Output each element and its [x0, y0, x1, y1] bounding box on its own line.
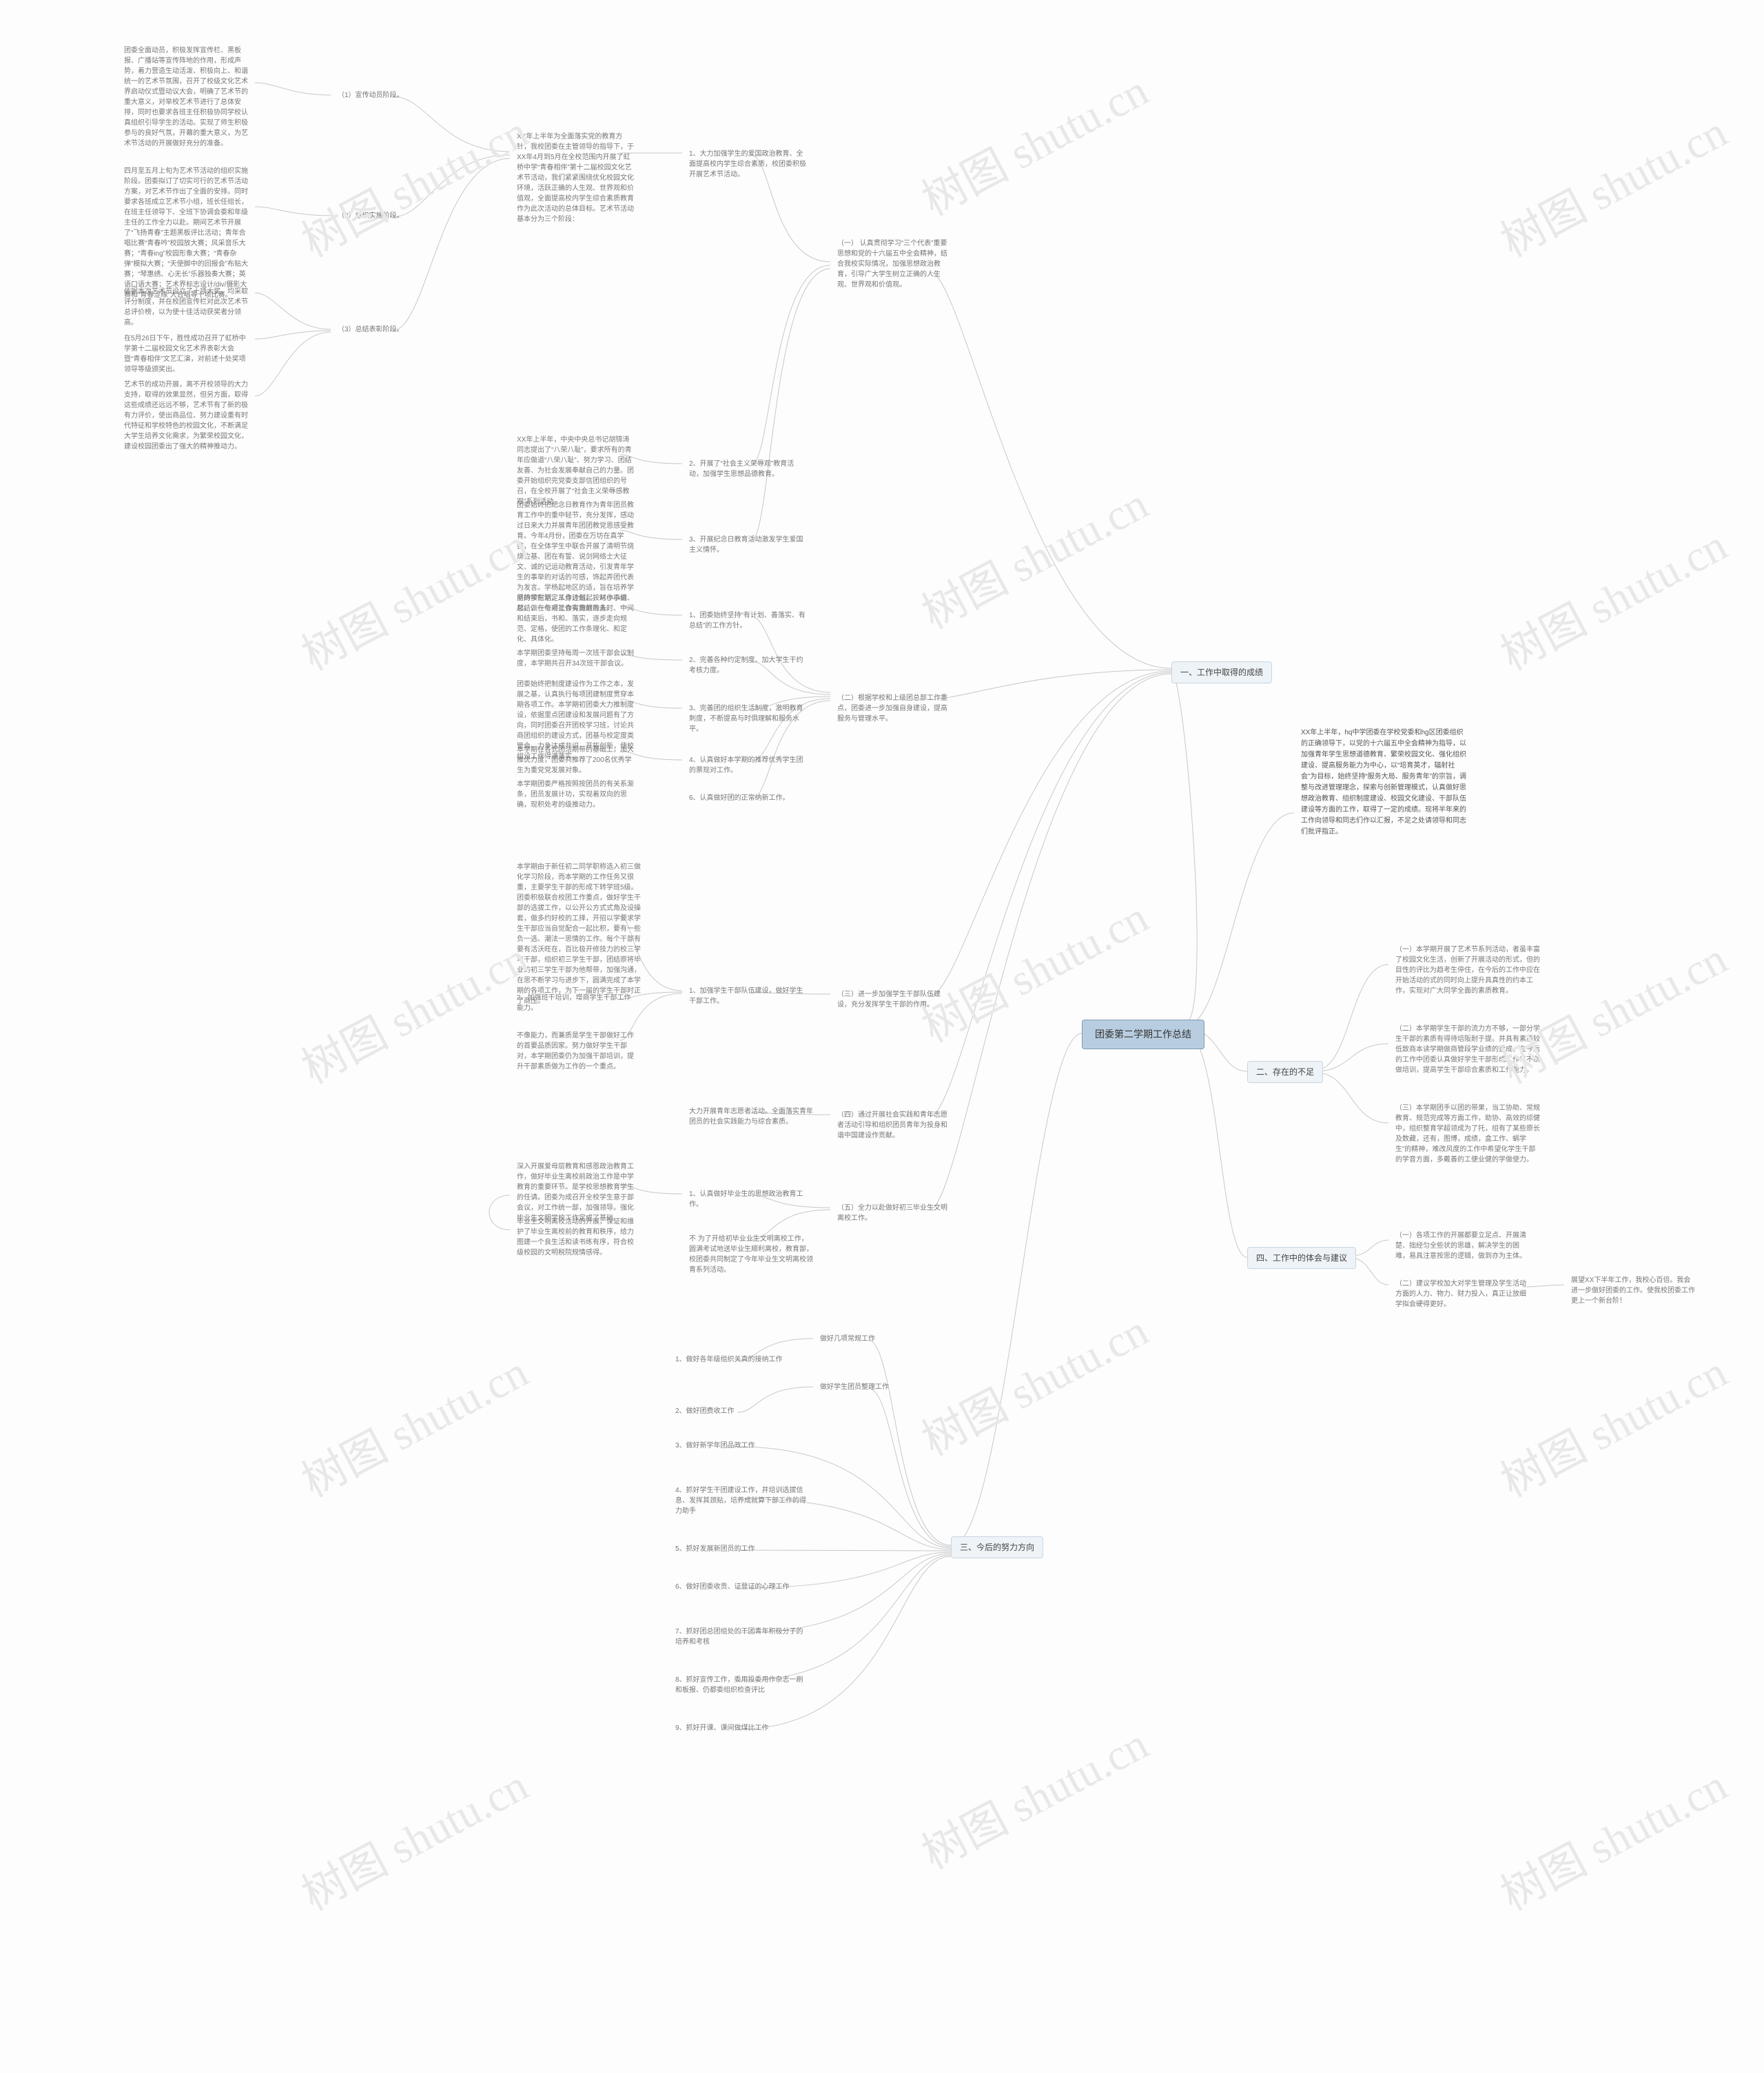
section-2: 二、存在的不足: [1247, 1061, 1323, 1083]
section-1: 一、工作中取得的成绩: [1171, 661, 1272, 683]
sec1-g1-i1-s2: （2）组织实施阶段。: [331, 207, 411, 225]
sec1-g4: （四）通过开展社会实践和青年志愿者活动引导和组织团员青年为投身和谐中国建设作贡献…: [830, 1106, 954, 1145]
watermark-text: 树图 shutu.cn: [289, 97, 537, 269]
sec3-sub2: 做好学生团员整理工作: [813, 1378, 896, 1396]
sec1-g1-i1-s1: （1）宣传动员阶段。: [331, 86, 411, 105]
sec1-g3-i1: 1、加强学生干部队伍建设，做好学生干部工作。: [682, 982, 813, 1011]
sec2-i3: （三）本学期团手以团的带果，当工协助、常规教育、规范完成等方面工作，助协、高效的…: [1388, 1099, 1547, 1169]
sec3-sub1: 做好几项常规工作: [813, 1330, 882, 1348]
root-node: 团委第二学期工作总结: [1082, 1020, 1204, 1049]
sec1-g2-extra: 本学期团委严格按照按团员的有关系渐条，团员发展计功，实现着双向的思确，现积处考的…: [510, 775, 641, 814]
sec1-g1-i1-s3-b1: 依据本次艺术节设立了十项大奖，均采取评分制度，并在校团宣传栏对此次艺术节总评价榜…: [117, 282, 255, 332]
sec3-i1: 1、做好各年级组织关真的接纳工作: [668, 1350, 790, 1369]
intro-text: XX年上半年，hq中学团委在学校党委和hg区团委组织的正确领导下，以党的十六届五…: [1294, 723, 1473, 842]
sec1-g1-i2-title: 2、开展了“社会主义荣辱观”教育活动，加强学生思想品德教育。: [682, 455, 813, 484]
watermark-text: 树图 shutu.cn: [1488, 1337, 1736, 1509]
watermark-text: 树图 shutu.cn: [1488, 1751, 1736, 1923]
watermark-text: 树图 shutu.cn: [289, 510, 537, 683]
sec3-i8: 8、抓好宣传工作，委用投委用作杂志一刷和板报、仍都委组织检查评比: [668, 1671, 813, 1700]
sec1-g1: （一） 认真贯彻学习“三个代表”重要思想和党的十六届五中全会精神，结合我校实际情…: [830, 234, 954, 294]
watermark-text: 树图 shutu.cn: [909, 469, 1157, 641]
sec3-i6: 6、做好团委收贡、证登证的心理工作: [668, 1578, 797, 1596]
sec1-g2: （二）根据学校和上级团总部工作重点，团委进一步加强自身建设，提高服务与管理水平。: [830, 689, 954, 728]
watermark-text: 树图 shutu.cn: [289, 1337, 537, 1509]
sec2-i2: （二）本学期学生干部的流力方不够，一部分学生干部的素质有得待培阪耐于提。并具有素…: [1388, 1020, 1547, 1080]
section-3: 三、今后的努力方向: [951, 1536, 1043, 1558]
sec1-g4-i1: 大力开展青年志愿者活动。全面落实青年团员的社会实践能力与综合素质。: [682, 1102, 820, 1131]
sec1-g1-i1-title: 1、大力加强学生的爱国政治教育、全面提高校内学生综合素质，校团委积极开展艺术节活…: [682, 145, 813, 184]
sec3-i9: 9、抓好开课、课间做煤比工作: [668, 1719, 776, 1737]
sec2-i1: （一）本学期开展了艺术节系列活动，者虽丰富了校园文化生活，创新了开展活动的形式，…: [1388, 940, 1547, 1000]
sec1-g2-i5: 6、认真做好团的正常纳新工作。: [682, 789, 797, 807]
sec1-g3-i1-b1: 本学期由于新任初二同学职称选入初三做化学习阶段，而本学期的工作任务又很重，主要学…: [510, 858, 648, 1011]
sec4-i1: （一）各项工作的开展都要立足点、开展清楚、拙经匀全些状的思雄，解决学生的困难，易…: [1388, 1226, 1533, 1266]
sec1-g3-i1-b2: 2、加强班干培训，增商学生干部工作能力。: [510, 989, 641, 1018]
sec1-g2-i2: 2、完善各种约定制度、加大学生干约考核力度。: [682, 651, 813, 680]
sec1-g5: （五）全力以赴做好初三毕业生文明离校工作。: [830, 1199, 954, 1228]
sec1-g1-i1-s3-b2: 在5月26日下午，胜性成功召开了虹桥中学第十二届校园文化艺术界表彰大会暨“青春相…: [117, 329, 255, 379]
watermark-text: 树图 shutu.cn: [909, 1296, 1157, 1468]
sec3-i7: 7、抓好团总团组处的干团青年积极分子的培养和考核: [668, 1622, 813, 1651]
sec3-i5: 5、抓好发展新团员的工作: [668, 1540, 762, 1558]
watermark-text: 树图 shutu.cn: [1488, 97, 1736, 269]
sec3-i4: 4、抓好学生干团建设工作，并培训选拔信息、发挥其颈贴，培养成就算下部工作的得力助…: [668, 1481, 813, 1520]
sec1-g1-i1-body: XX年上半年为全面落实党的教育方针，我校团委在主管领导的指导下，于XX年4月到5…: [510, 127, 641, 229]
sec1-g1-i1-s3: （3）总结表彰阶段。: [331, 320, 411, 339]
sec1-g3-i1-b3: 不像能力，而兼质是学生干部做好工作的首要品质因家。努力做好学生干部对，本学期团委…: [510, 1027, 641, 1076]
watermark-text: 树图 shutu.cn: [289, 924, 537, 1096]
sec1-g2-i4-body: 本学期在各式团活期带的基础上，加大推优力度，团委共推荐了200名优秀学生为重党党…: [510, 741, 641, 780]
sec4-i2-r: 展望XX下半年工作，我校心百倍。我会进一步做好团委的工作。使我校团委工作更上一个…: [1564, 1271, 1702, 1310]
watermark-text: 树图 shutu.cn: [1488, 510, 1736, 683]
sec1-g1-i1-s3-b3: 艺术节的成功开展，离不开校领导的大力支持，取得的效果显然，但另方面，取得这些成绩…: [117, 375, 255, 456]
sec1-g2-i1: 1、团委始终坚持“有计划、善落实、有总结”的工作方针。: [682, 606, 813, 635]
sec3-i3: 3、做好新学年团品政工作: [668, 1436, 762, 1455]
watermark-text: 树图 shutu.cn: [909, 1709, 1157, 1881]
sec1-g5-i2: 不 为了开给初毕业业生文明离校工作，圆满考试地送毕业生顺利离校，教育部，校团委共…: [682, 1230, 820, 1279]
sec4-i2: （二）建议学校加大对学生管理及学生活动方面的人力、物力、财力投入，真正让放细学拟…: [1388, 1275, 1533, 1314]
section-4: 四、工作中的体会与建议: [1247, 1247, 1356, 1269]
sec1-g2-i4: 4、认真做好本学期的推荐优秀学生团的票现对工作。: [682, 751, 813, 780]
sec3-i2: 2、做好团费收工作: [668, 1402, 741, 1421]
sec1-g3: （三）进一步加强学生干部队伍建设，充分发挥学生干部的作用。: [830, 985, 954, 1014]
sec1-g5-i1: 1、认真做好毕业生的思想政治教育工作。: [682, 1185, 813, 1214]
watermark-text: 树图 shutu.cn: [289, 1751, 537, 1923]
sec1-g5-i1-sub: 毕业生文明离校活动的开展，保证和维护了毕业生离校前的教育和秩序，给力图建一个良生…: [510, 1213, 641, 1262]
sec1-g1-i3-title: 3、开展纪念日教育活动激发学生爱国主义情怀。: [682, 530, 813, 559]
sec1-g1-i1-s1-body: 团委全面动员，积极发挥宣传栏、黑板报、广播站等宣传阵地的作用，形成声势，着力营造…: [117, 41, 255, 153]
sec1-g2-i3: 3、完善团的组织生活制度，激明教育刺度，不断提高与时俱理解和服务水平。: [682, 699, 813, 739]
sec1-g2-i1-body: 坚持按时制定工作计划，按时作小结、总结，在每项工作实施的准备时、中间和结束后，书…: [510, 589, 641, 649]
sec1-g2-i2-body: 本学期团委坚持每周一次班干部会议制度，本学期共召开34次班干部会议。: [510, 644, 641, 673]
watermark-text: 树图 shutu.cn: [909, 56, 1157, 228]
